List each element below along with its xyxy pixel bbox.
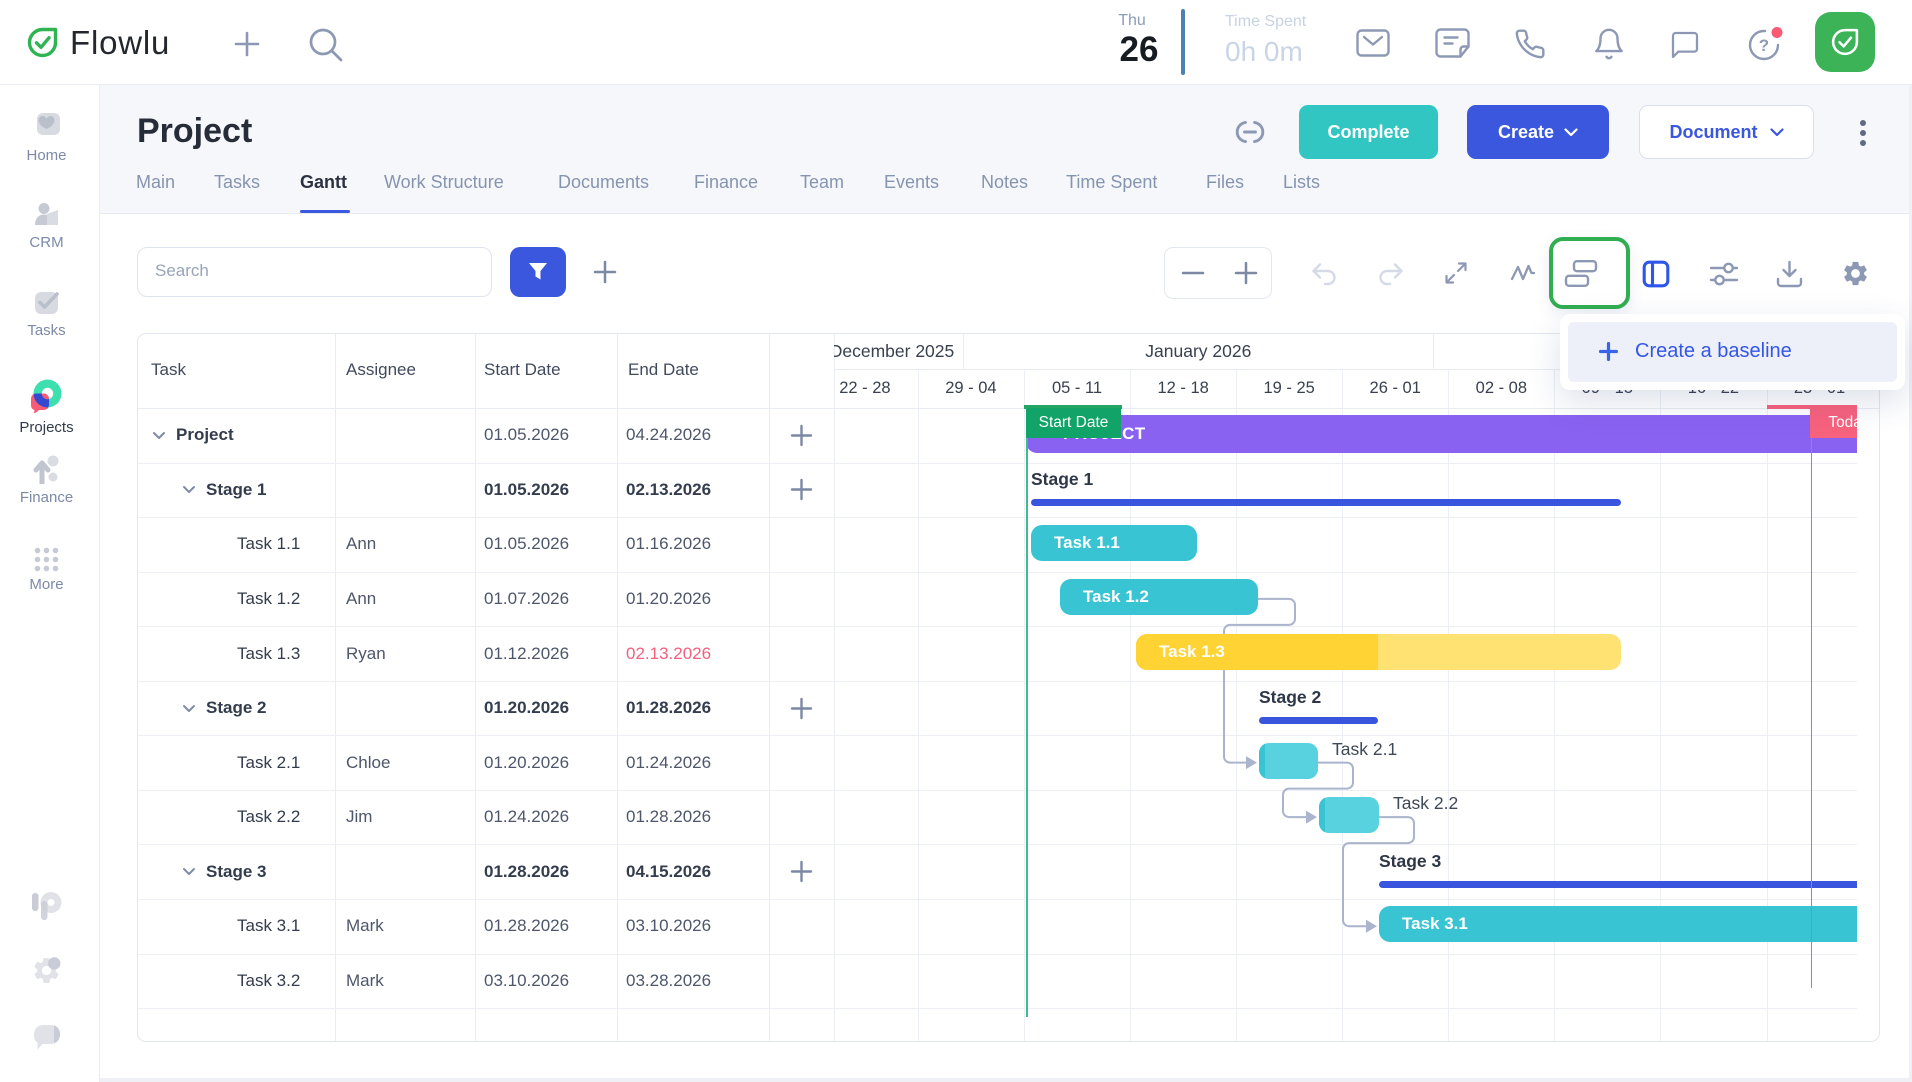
svg-text:?: ?: [1759, 36, 1769, 55]
